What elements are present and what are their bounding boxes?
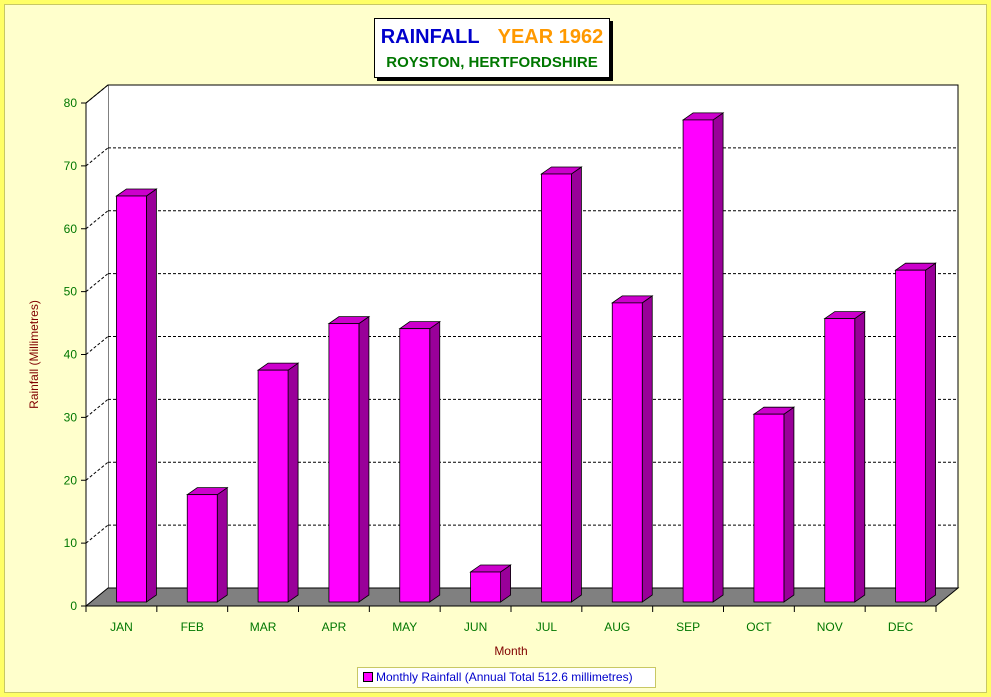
y-tick-label: 60 — [64, 222, 78, 236]
bar — [682, 119, 714, 603]
y-tick-label: 40 — [64, 348, 78, 362]
bar-side — [571, 166, 582, 603]
bar — [470, 571, 501, 603]
bar-side — [216, 486, 228, 603]
bar-side — [854, 310, 866, 603]
x-tick-label: DEC — [888, 620, 914, 634]
y-tick-label: 70 — [64, 159, 78, 173]
x-tick-label: NOV — [817, 620, 843, 634]
bar-side — [641, 295, 653, 603]
x-tick-label: MAR — [250, 620, 277, 634]
bar — [116, 195, 147, 603]
chart-title-year: YEAR 1962 — [497, 26, 604, 48]
bar — [541, 173, 572, 603]
x-tick-label: MAY — [392, 620, 417, 634]
bar-side — [925, 262, 936, 603]
chart-title: RAINFALL YEAR 1962 — [375, 26, 609, 49]
plot-side-wall — [86, 85, 108, 606]
x-tick-label: AUG — [604, 620, 630, 634]
bar — [753, 413, 785, 603]
x-tick-label: FEB — [181, 620, 204, 634]
bar-side — [783, 406, 795, 603]
bar — [824, 318, 856, 603]
bar-side — [429, 320, 441, 603]
y-axis-title: Rainfall (Millimetres) — [27, 300, 41, 409]
chart-legend: Monthly Rainfall (Annual Total 512.6 mil… — [357, 667, 656, 688]
chart-title-box: RAINFALL YEAR 1962 ROYSTON, HERTFORDSHIRE — [374, 18, 610, 78]
chart-subtitle: ROYSTON, HERTFORDSHIRE — [386, 54, 598, 71]
x-axis-title: Month — [494, 644, 527, 658]
axis-depth-line — [85, 84, 109, 104]
y-tick-label: 20 — [64, 473, 78, 487]
x-tick-label: JUL — [536, 620, 558, 634]
bar-side — [358, 315, 370, 603]
bar-side — [287, 362, 299, 603]
bar-side — [712, 112, 724, 603]
y-tick-label: 10 — [64, 536, 78, 550]
x-tick-label: JAN — [110, 620, 133, 634]
x-tick-label: APR — [322, 620, 347, 634]
bar — [328, 323, 360, 603]
bar-side — [146, 188, 157, 603]
y-tick-label: 80 — [64, 96, 78, 110]
legend-swatch — [363, 672, 373, 682]
bar — [399, 328, 431, 603]
y-tick-label: 0 — [70, 599, 77, 613]
x-tick-label: SEP — [676, 620, 700, 634]
y-tick-label: 50 — [64, 285, 78, 299]
bar — [186, 494, 218, 603]
y-tick-label: 30 — [64, 410, 78, 424]
x-tick-label: JUN — [464, 620, 487, 634]
bar — [895, 269, 926, 603]
bar — [257, 369, 289, 603]
legend-label: Monthly Rainfall (Annual Total 512.6 mil… — [376, 670, 633, 684]
x-tick-label: OCT — [746, 620, 772, 634]
bar — [611, 302, 643, 603]
chart-title-main: RAINFALL — [380, 26, 480, 48]
